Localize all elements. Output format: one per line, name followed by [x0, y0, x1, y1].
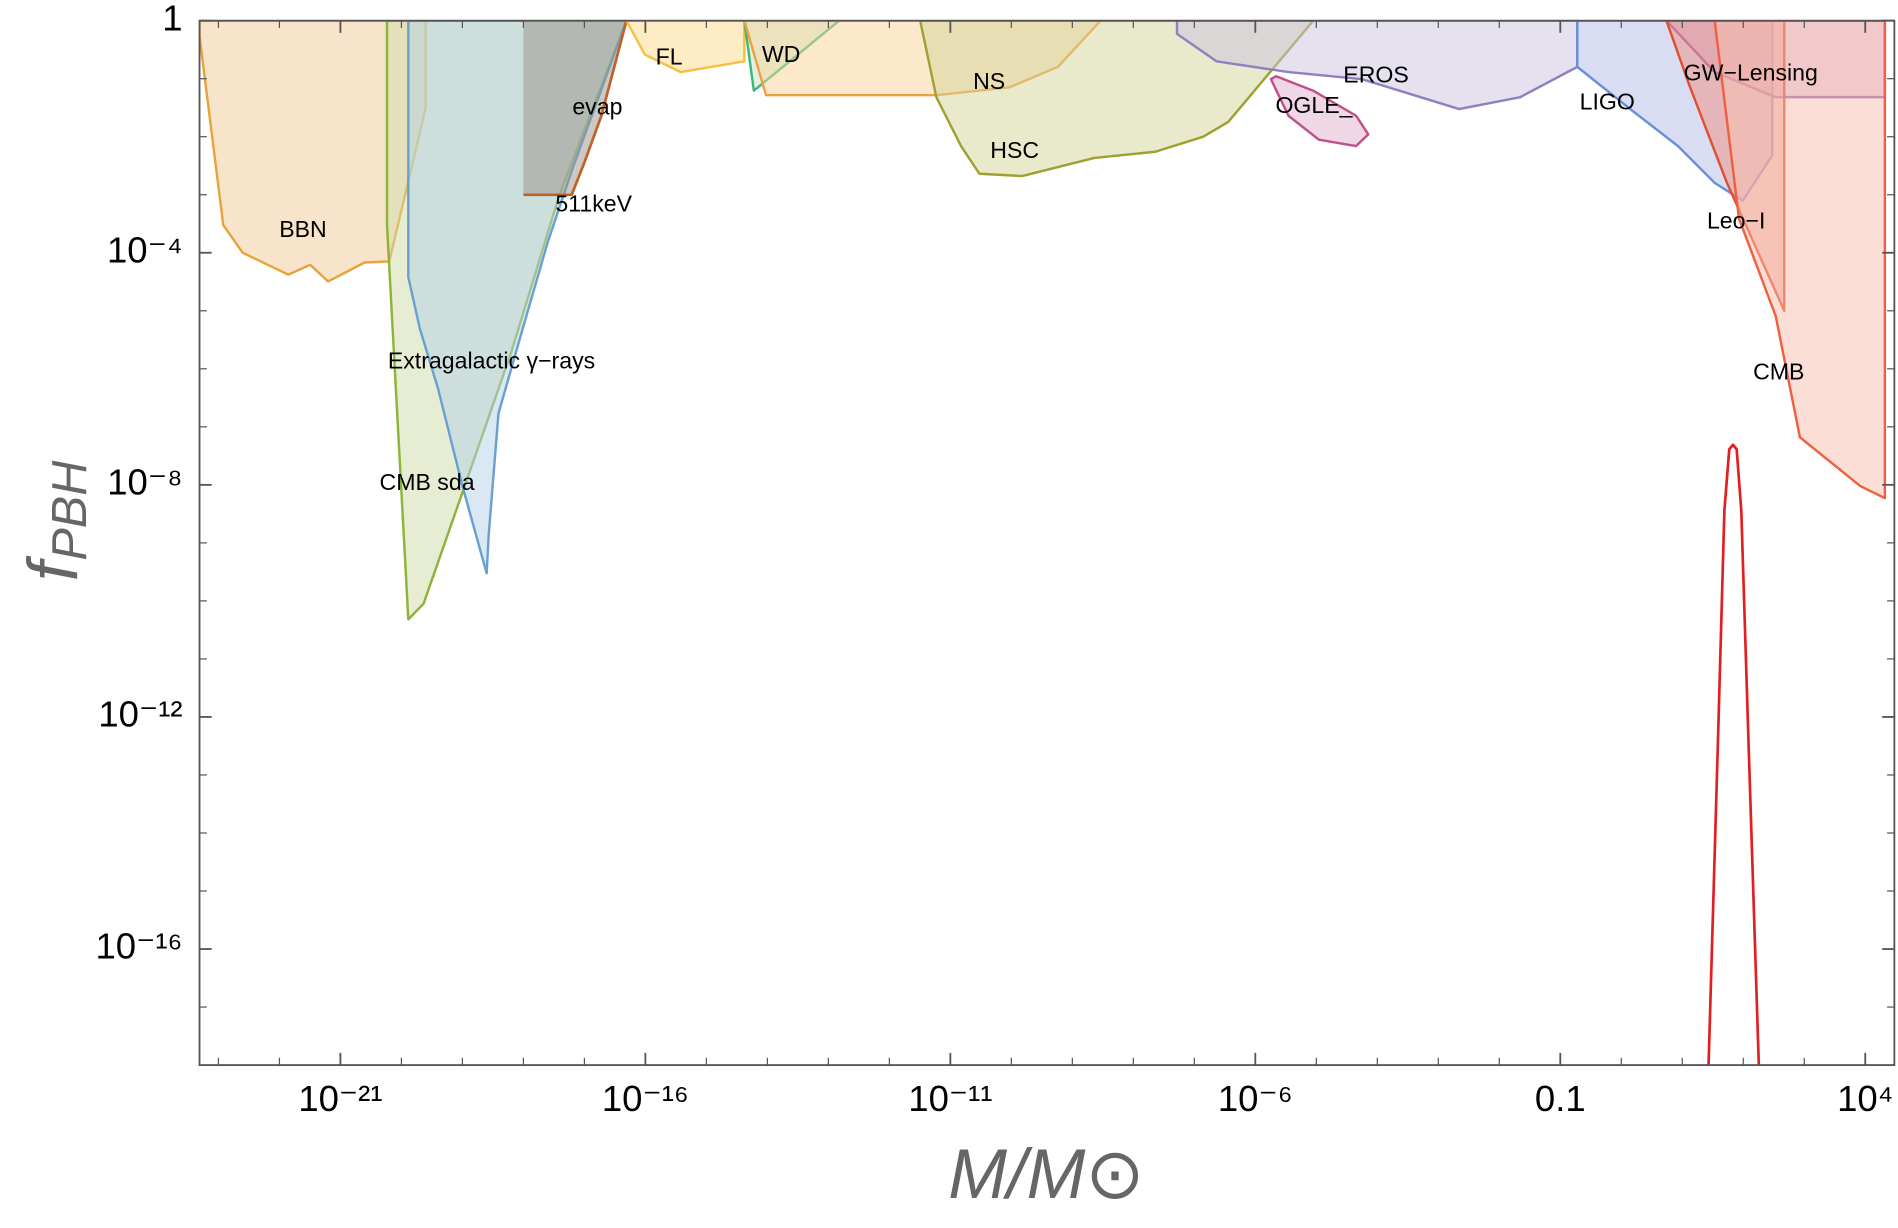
x-tick-label: 10⁻²¹	[298, 1078, 382, 1119]
region-label: FL	[656, 43, 683, 69]
x-axis-label: M/M⊙	[948, 1134, 1144, 1213]
plot-frame	[198, 19, 1896, 1066]
region-label: HSC	[990, 137, 1039, 163]
x-tick-label: 0.1	[1535, 1078, 1586, 1119]
plot-area	[199, 20, 1887, 1066]
region-label: OGLE_	[1275, 92, 1353, 118]
axes: 10⁻²¹ 10⁻¹⁶ 10⁻¹¹ 10⁻⁶ 0.1 10⁴ 1 10⁻⁴ 10⁻⁸ 10⁻¹² 1…	[95, 0, 1895, 1119]
constraint-region	[523, 20, 627, 195]
y-tick-label: 10⁻¹⁶	[95, 926, 182, 967]
region-label: EROS	[1343, 62, 1408, 88]
constraint-region	[625, 20, 746, 74]
y-tick-label: 10⁻⁴	[107, 229, 183, 270]
constraint-region	[1269, 75, 1370, 148]
constraint-line	[1707, 443, 1761, 1066]
y-tick-label: 10⁻¹²	[98, 694, 182, 735]
y-axis-label-sub: PBH	[43, 460, 97, 561]
x-tick-label: 10⁴	[1837, 1078, 1893, 1119]
region-label: GW−Lensing	[1684, 59, 1818, 85]
constraint-region	[1713, 20, 1887, 500]
constraint-line	[523, 20, 628, 197]
x-tick-label: 10⁻¹⁶	[602, 1078, 689, 1119]
y-tick-label: 1	[162, 0, 182, 38]
region-label: CMB	[1753, 358, 1804, 384]
region-label: WD	[762, 41, 800, 67]
y-tick-label: 10⁻⁸	[107, 461, 182, 502]
region-label: Leo−I	[1707, 208, 1765, 234]
region-label: BBN	[279, 216, 327, 242]
x-tick-label: 10⁻¹¹	[908, 1078, 992, 1119]
region-label: NS	[973, 68, 1005, 94]
region-labels: BBN CMB sda Extragalactic γ−rays evap 511keV…	[279, 41, 1818, 495]
region-label: 511keV	[555, 191, 632, 217]
region-label: CMB sda	[380, 469, 475, 495]
x-tick-label: 10⁻⁶	[1218, 1078, 1293, 1119]
region-label: Extragalactic γ−rays	[388, 347, 595, 373]
region-label: evap	[572, 93, 622, 119]
region-label: LIGO	[1580, 88, 1635, 114]
